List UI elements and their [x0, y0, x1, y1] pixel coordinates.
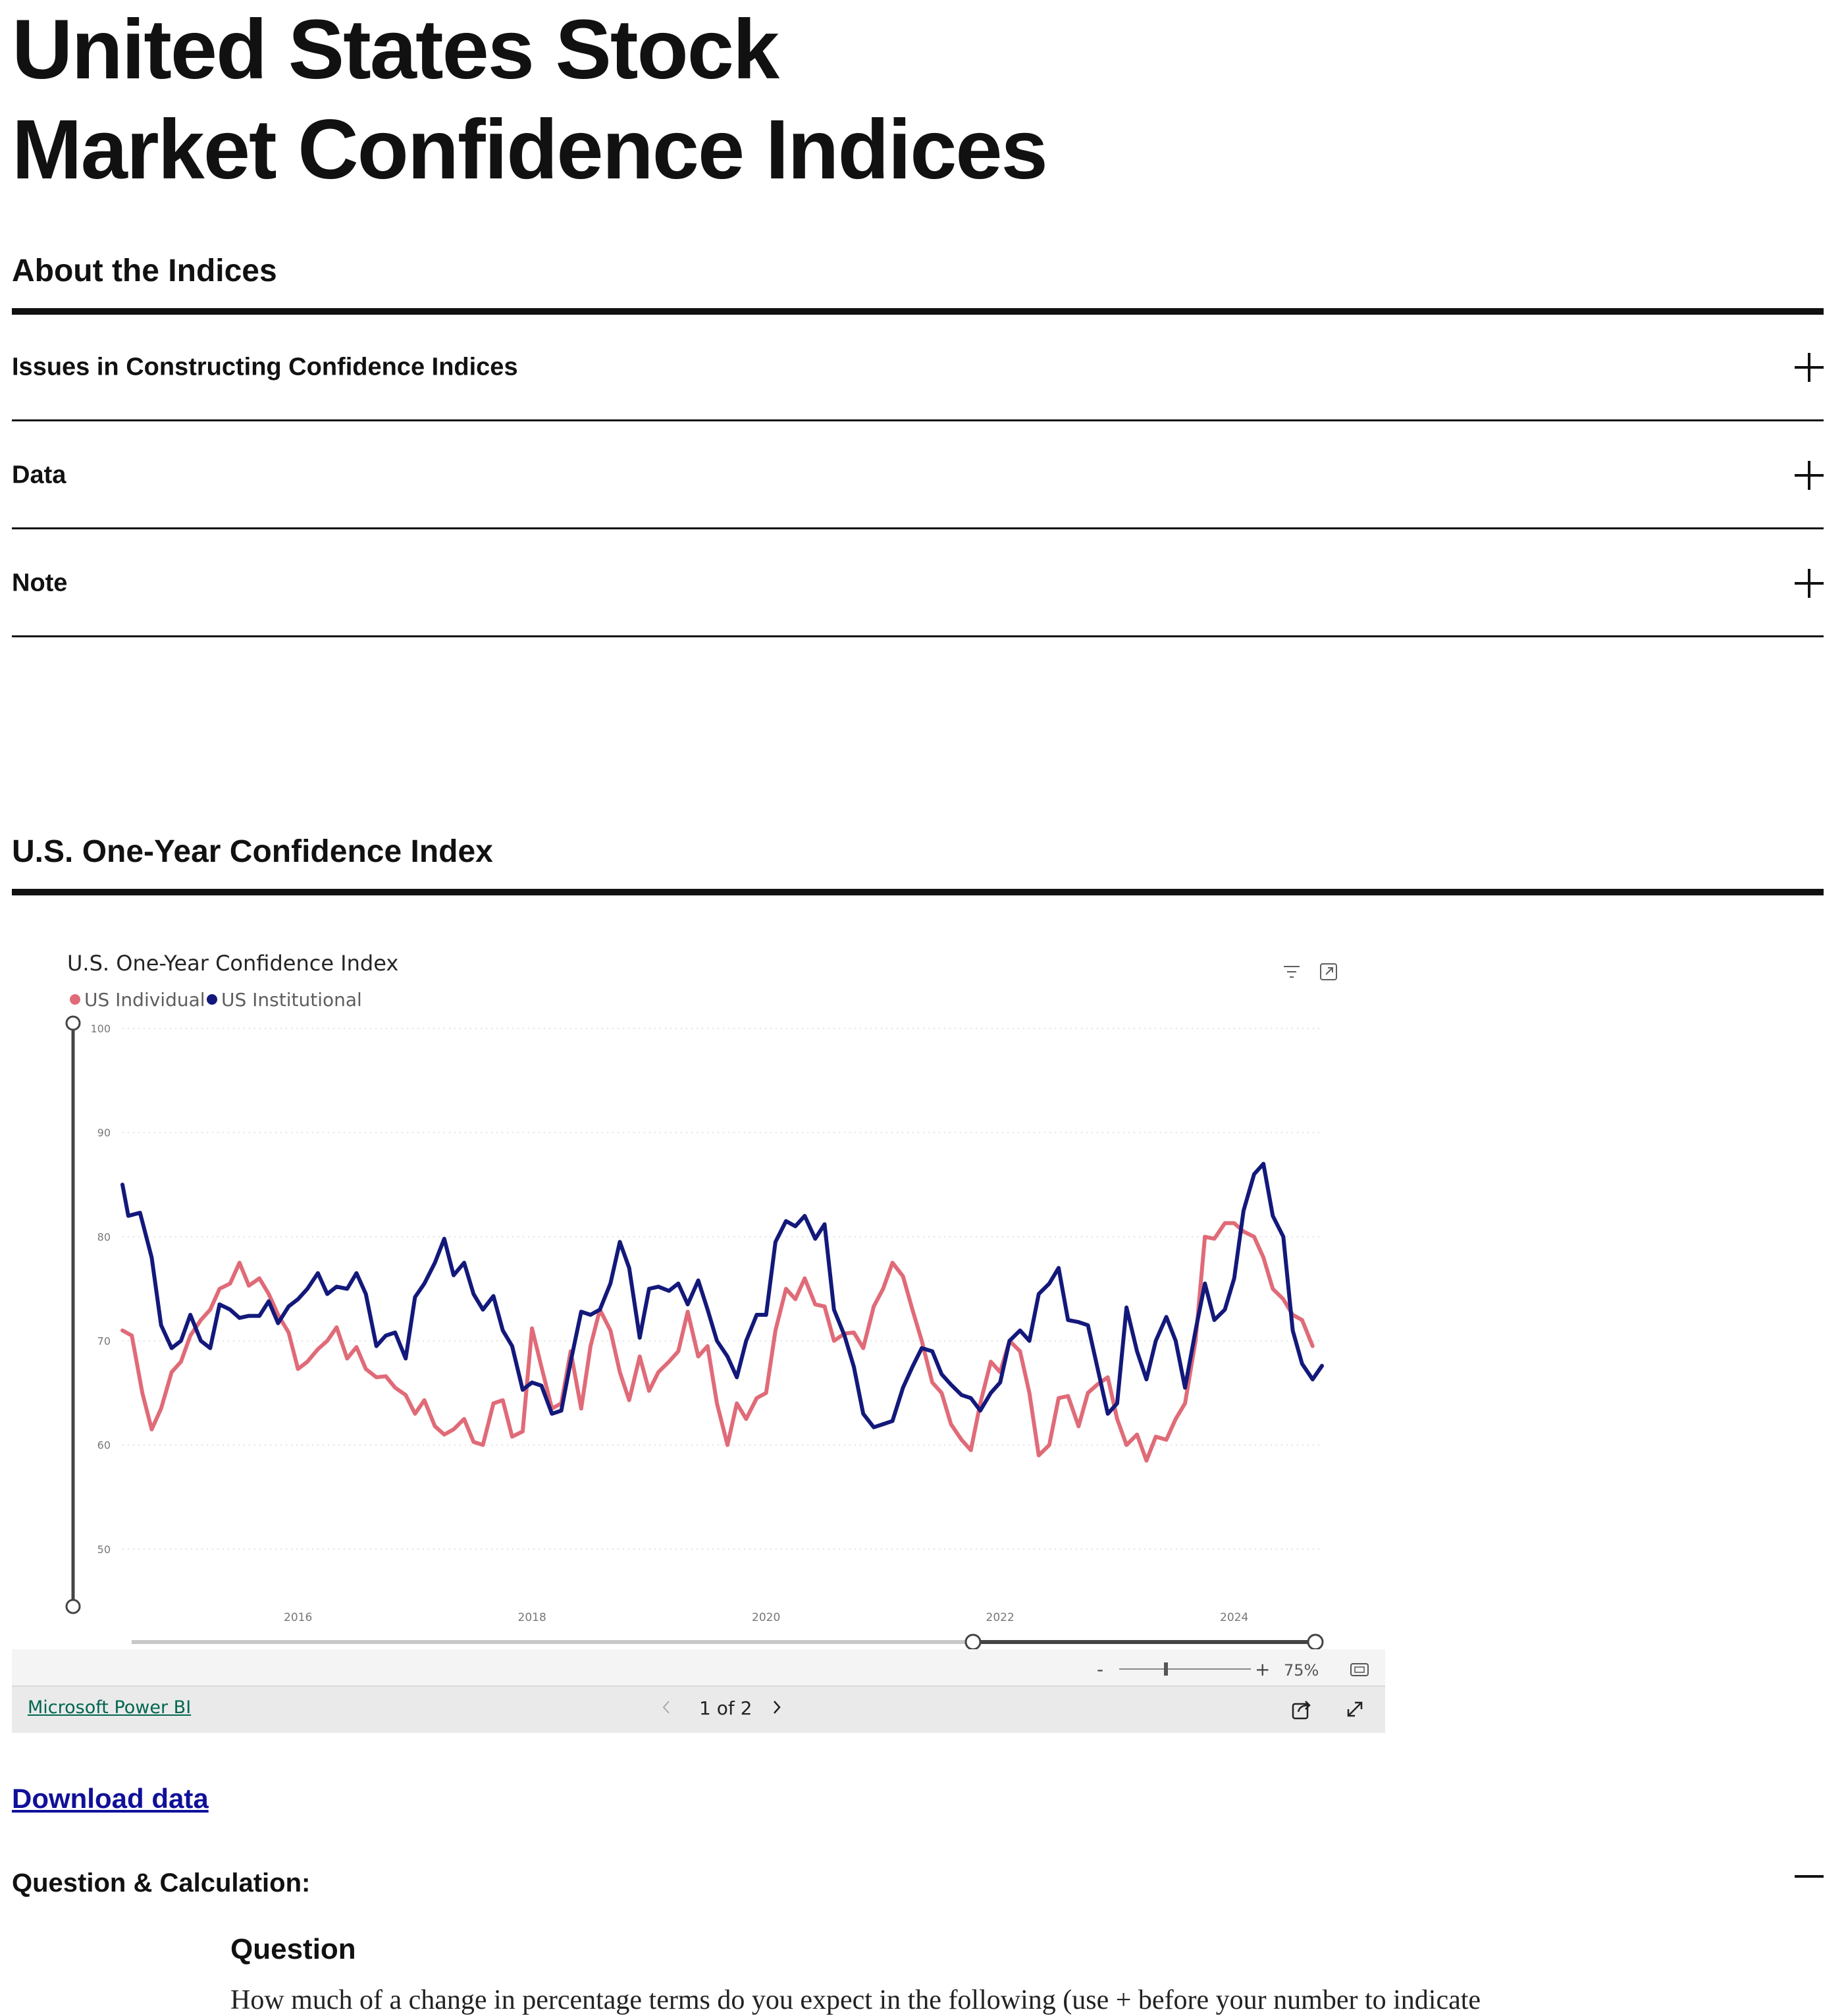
plus-icon[interactable]	[1795, 568, 1824, 598]
zoom-in-button[interactable]: +	[1255, 1658, 1270, 1680]
x-slider-handle-left[interactable]	[964, 1633, 982, 1651]
accordion-data-label: Data	[12, 461, 66, 489]
y-range-slider[interactable]	[65, 1015, 81, 1614]
x-slider-handle-right[interactable]	[1307, 1633, 1324, 1651]
zoom-controls: - + 75%	[1097, 1658, 1369, 1680]
chart-gridlines	[122, 1028, 1322, 1550]
y-tick-label: 90	[97, 1127, 111, 1139]
confidence-index-chart: U.S. One-Year Confidence Index US Indivi…	[65, 951, 1337, 1651]
y-slider-handle-bottom[interactable]	[65, 1599, 81, 1614]
accordion-note-label: Note	[12, 569, 68, 597]
x-tick-label: 2022	[986, 1611, 1015, 1624]
accordion-issues-label: Issues in Constructing Confidence Indice…	[12, 353, 518, 381]
legend-label-institutional: US Institutional	[221, 989, 362, 1011]
one-year-heading: U.S. One-Year Confidence Index	[12, 834, 493, 869]
legend-marker-institutional	[207, 994, 217, 1005]
y-tick-label: 70	[97, 1335, 111, 1348]
accordion-issues[interactable]: Issues in Constructing Confidence Indice…	[12, 315, 1824, 421]
download-data-link[interactable]: Download data	[12, 1783, 209, 1814]
y-tick-label: 80	[97, 1231, 111, 1243]
chevron-left-icon[interactable]	[658, 1697, 674, 1717]
y-tick-label: 60	[97, 1439, 111, 1452]
microsoft-power-bi-link[interactable]: Microsoft Power BI	[28, 1697, 192, 1718]
y-slider-handle-top[interactable]	[65, 1015, 81, 1031]
chevron-right-icon[interactable]	[769, 1697, 785, 1717]
page-title: United States Stock Market Confidence In…	[12, 0, 1048, 200]
plus-icon[interactable]	[1795, 460, 1824, 490]
y-axis-ticks: 50 60 70 80 90 100	[90, 1022, 111, 1556]
question-calculation-heading[interactable]: Question & Calculation:	[12, 1869, 311, 1897]
chart-legend: US Individual US Institutional	[70, 989, 362, 1011]
y-tick-label: 50	[97, 1543, 111, 1556]
focus-mode-icon[interactable]	[1320, 963, 1337, 980]
legend-label-individual: US Individual	[84, 989, 205, 1011]
chart-series	[120, 1161, 1324, 1463]
question-subheading: Question	[230, 1933, 356, 1965]
x-tick-label: 2020	[752, 1611, 780, 1624]
one-year-rule	[12, 889, 1824, 895]
accordion-data[interactable]: Data	[12, 423, 1824, 529]
question-text: How much of a change in percentage terms…	[230, 1985, 1481, 2015]
page-indicator: 1 of 2	[699, 1697, 752, 1719]
zoom-out-button[interactable]: -	[1097, 1658, 1103, 1680]
page-navigator: 1 of 2	[658, 1695, 803, 1721]
zoom-level: 75%	[1284, 1661, 1319, 1680]
y-tick-label: 100	[90, 1022, 111, 1035]
accordion-note[interactable]: Note	[12, 531, 1824, 637]
page-title-line-2: Market Confidence Indices	[12, 103, 1048, 197]
zoom-slider-thumb[interactable]	[1164, 1662, 1168, 1676]
x-tick-label: 2018	[518, 1611, 546, 1624]
filter-icon[interactable]	[1282, 963, 1301, 981]
series-line-us-institutional	[120, 1161, 1324, 1429]
share-icon[interactable]	[1290, 1697, 1314, 1721]
legend-marker-individual	[70, 994, 80, 1005]
powerbi-zoom-bar	[12, 1649, 1385, 1685]
x-range-slider[interactable]	[132, 1633, 1324, 1651]
x-tick-label: 2016	[284, 1611, 312, 1624]
about-rule	[12, 308, 1824, 315]
x-axis-ticks: 2016 2018 2020 2022 2024	[284, 1611, 1248, 1624]
page-title-line-1: United States Stock	[12, 3, 779, 97]
chart-title: U.S. One-Year Confidence Index	[67, 951, 398, 976]
fullscreen-icon[interactable]	[1343, 1697, 1367, 1721]
powerbi-footer	[12, 1685, 1385, 1733]
x-tick-label: 2024	[1220, 1611, 1248, 1624]
about-heading: About the Indices	[12, 253, 277, 288]
fit-to-page-icon[interactable]	[1350, 1663, 1369, 1676]
minus-icon[interactable]	[1795, 1862, 1824, 1891]
powerbi-embed	[12, 935, 1385, 1732]
plus-icon[interactable]	[1795, 352, 1824, 382]
